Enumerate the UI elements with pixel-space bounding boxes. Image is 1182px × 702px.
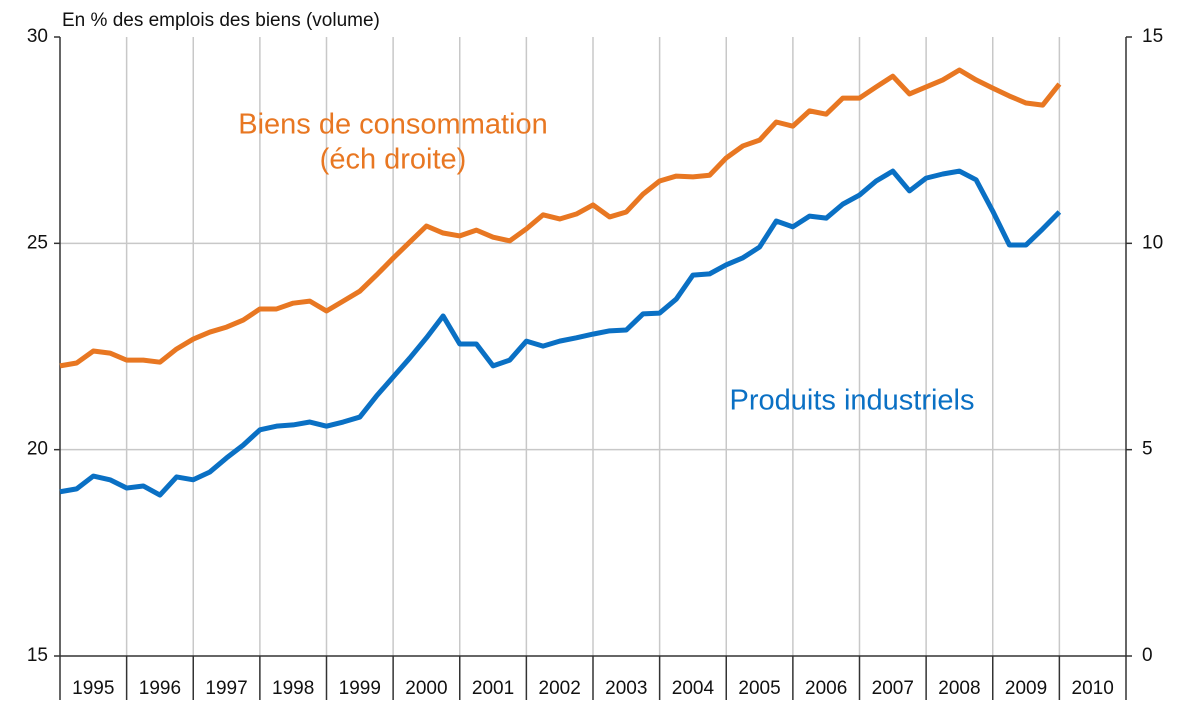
y-tick-label: 30 (27, 26, 48, 47)
x-tick-label: 2001 (472, 678, 514, 699)
y-tick-label: 25 (27, 232, 48, 253)
x-tick-label: 1997 (205, 678, 247, 699)
y2-tick-label: 5 (1142, 439, 1153, 460)
y2-tick-label: 15 (1142, 26, 1163, 47)
x-tick-label: 1995 (72, 678, 114, 699)
y-axis-label: En % des emplois des biens (volume) (62, 10, 380, 31)
y-tick-label: 20 (27, 439, 48, 460)
y-tick-label: 15 (27, 645, 48, 666)
annotation: (éch droite) (320, 144, 467, 176)
x-tick-label: 2005 (738, 678, 780, 699)
x-tick-label: 1999 (339, 678, 381, 699)
x-tick-label: 2003 (605, 678, 647, 699)
y2-tick-label: 0 (1142, 645, 1153, 666)
x-tick-label: 2010 (1072, 678, 1114, 699)
x-tick-label: 2007 (872, 678, 914, 699)
x-tick-label: 2002 (539, 678, 581, 699)
x-tick-label: 2008 (938, 678, 980, 699)
x-tick-label: 2004 (672, 678, 715, 699)
line-series (59, 67, 1062, 369)
x-tick-label: 2000 (405, 678, 447, 699)
x-tick-label: 2006 (805, 678, 847, 699)
x-tick-label: 1996 (139, 678, 181, 699)
x-tick-label: 2009 (1005, 678, 1047, 699)
annotation: Produits industriels (730, 385, 975, 417)
x-tick-label: 1998 (272, 678, 314, 699)
line-series (59, 168, 1062, 498)
annotation: Biens de consommation (238, 109, 548, 141)
y2-tick-label: 10 (1142, 232, 1163, 253)
